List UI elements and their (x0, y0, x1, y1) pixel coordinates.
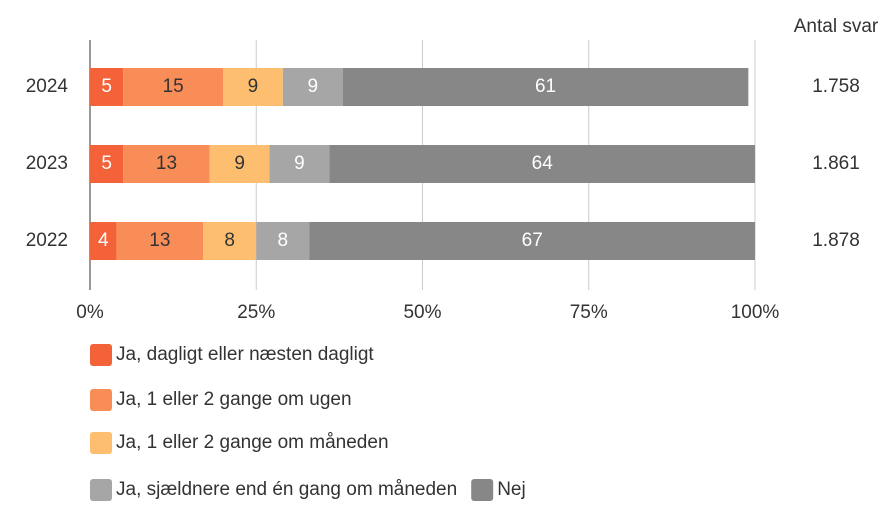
bar-segment (209, 145, 270, 183)
bar-segment (329, 145, 755, 183)
bar-segment (116, 222, 204, 260)
legend-label: Nej (497, 479, 526, 500)
y-tick-label: 2024 (26, 76, 69, 97)
x-tick-label: 0% (76, 302, 104, 323)
bar-segment (90, 222, 117, 260)
bar-segment (282, 68, 343, 106)
legend-label: Ja, dagligt eller næsten dagligt (116, 344, 374, 365)
bar-segment (256, 222, 310, 260)
total-label: 1.758 (812, 76, 860, 97)
bar-segment (90, 145, 124, 183)
data-label: 8 (278, 230, 289, 251)
bar-segment (309, 222, 755, 260)
y-tick-label: 2023 (26, 153, 68, 174)
x-tick-label: 75% (570, 302, 608, 323)
data-label: 9 (248, 76, 259, 97)
x-tick-label: 100% (731, 302, 780, 323)
bar-segment (269, 145, 330, 183)
legend-swatch (90, 389, 112, 411)
data-label: 9 (307, 76, 318, 97)
bar-segment (223, 68, 283, 106)
data-label: 61 (535, 76, 556, 97)
data-label: 13 (149, 230, 170, 251)
legend-label: Ja, 1 eller 2 gange om måneden (116, 432, 389, 453)
bar-segment (342, 68, 749, 106)
legend-swatch (90, 344, 112, 366)
legend-swatch (90, 432, 112, 454)
data-label: 13 (156, 153, 177, 174)
legend-label: Ja, 1 eller 2 gange om ugen (116, 389, 352, 410)
data-label: 64 (532, 153, 554, 174)
legend-swatch (90, 479, 112, 501)
data-label: 9 (234, 153, 245, 174)
total-label: 1.861 (812, 153, 860, 174)
bar-segment (123, 145, 210, 183)
totals-title: Antal svar (794, 16, 879, 37)
legend-label: Ja, sjældnere end én gang om måneden (116, 479, 457, 500)
total-label: 1.878 (812, 230, 860, 251)
y-tick-label: 2022 (26, 230, 68, 251)
data-label: 9 (294, 153, 305, 174)
data-label: 67 (522, 230, 543, 251)
data-label: 15 (163, 76, 184, 97)
bar-segment (203, 222, 257, 260)
data-label: 4 (98, 230, 109, 251)
data-label: 5 (101, 153, 112, 174)
legend-swatch (471, 479, 494, 501)
x-tick-label: 50% (403, 302, 441, 323)
x-tick-label: 25% (237, 302, 275, 323)
data-label: 8 (224, 230, 235, 251)
data-label: 5 (101, 76, 112, 97)
bar-segment (90, 68, 124, 106)
bar-segment (123, 68, 223, 106)
